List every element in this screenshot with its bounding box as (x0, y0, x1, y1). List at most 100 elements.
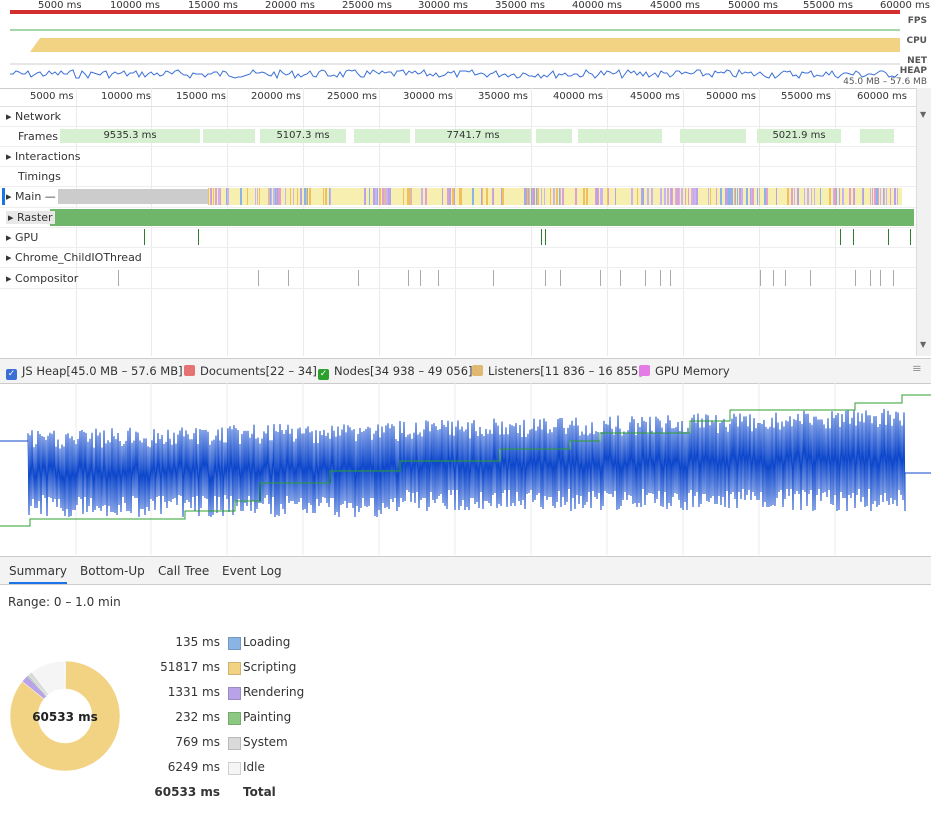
checkbox-icon[interactable]: ✓ (6, 369, 17, 380)
gpu-task (144, 229, 145, 245)
main-task (562, 188, 564, 205)
main-task (746, 188, 748, 205)
overview-tick: 40000 ms (572, 0, 622, 11)
main-task (447, 188, 449, 205)
gpu-task (198, 229, 199, 245)
counter-js-heap[interactable]: ✓ JS Heap[45.0 MB – 57.6 MB] (6, 364, 183, 380)
main-task (273, 188, 275, 205)
main-task (814, 188, 815, 205)
main-task (807, 188, 809, 205)
frame-block[interactable]: 9535.3 ms (60, 129, 200, 143)
main-task (271, 188, 272, 205)
ruler-tick: 50000 ms (706, 91, 756, 102)
compositor-task (408, 270, 409, 286)
frame-block[interactable] (536, 129, 572, 143)
checkbox-icon[interactable] (184, 365, 195, 376)
track-network[interactable]: ▸ Network (0, 106, 916, 127)
track-main[interactable]: ▸ Main — (0, 186, 916, 208)
overview-tick: 15000 ms (188, 0, 238, 11)
compositor-task (760, 270, 761, 286)
tab-summary[interactable]: Summary (9, 564, 67, 584)
frame-block[interactable] (578, 129, 662, 143)
frame-block[interactable] (203, 129, 255, 143)
main-task (595, 188, 596, 205)
track-network-label[interactable]: ▸ Network (6, 110, 61, 123)
heap-range-label: 45.0 MB – 57.6 MB (843, 77, 927, 87)
checkbox-icon[interactable] (472, 365, 483, 376)
scripting-swatch (228, 662, 241, 675)
heap-lane-label: HEAP (899, 66, 927, 76)
timeline-overview[interactable]: FPS CPU NET HEAP 45.0 MB – 57.6 MB 5000 … (0, 0, 931, 89)
main-task (559, 188, 560, 205)
track-raster-text: Raster (17, 211, 53, 224)
frame-block[interactable] (680, 129, 746, 143)
track-interactions[interactable]: ▸ Interactions (0, 146, 916, 167)
summary-value: 6249 ms (167, 760, 220, 774)
ruler-tick: 15000 ms (176, 91, 226, 102)
track-compositor[interactable]: ▸ Compositor (0, 268, 916, 289)
counter-nodes[interactable]: ✓ Nodes[34 938 – 49 056] (318, 364, 473, 380)
track-gpu-label[interactable]: ▸ GPU (6, 231, 39, 244)
compositor-task (620, 270, 621, 286)
main-task (894, 188, 896, 205)
track-frames[interactable]: Frames 9535.3 ms 5107.3 ms 7741.7 ms 502… (0, 126, 916, 147)
frame-block[interactable]: 5021.9 ms (757, 129, 841, 143)
checkbox-icon[interactable]: ✓ (318, 369, 329, 380)
main-task (598, 188, 599, 205)
track-timings[interactable]: Timings (0, 166, 916, 187)
tab-event-log[interactable]: Event Log (222, 564, 282, 578)
main-task (553, 188, 555, 205)
frame-block[interactable]: 7741.7 ms (415, 129, 531, 143)
track-gpu[interactable]: ▸ GPU (0, 227, 916, 248)
main-task (285, 188, 286, 205)
counter-js-heap-label: JS Heap[45.0 MB – 57.6 MB] (22, 364, 183, 378)
counter-listeners[interactable]: Listeners[11 836 – 16 855] (472, 364, 643, 378)
main-task (525, 188, 527, 205)
main-task (694, 188, 696, 205)
main-task (794, 188, 795, 205)
compositor-task (785, 270, 786, 286)
track-raster-label[interactable]: ▸ Raster (6, 211, 55, 224)
main-task (213, 188, 214, 205)
main-task (472, 188, 474, 205)
main-task (862, 188, 863, 205)
tracks-scrollbar[interactable]: ▼ ▼ (916, 88, 931, 356)
counter-gpu-memory[interactable]: GPU Memory (639, 364, 730, 378)
net-lane-label: NET (907, 56, 927, 66)
main-task (842, 188, 844, 205)
memory-graph[interactable] (0, 383, 931, 555)
checkbox-icon[interactable] (639, 365, 650, 376)
main-task (883, 188, 884, 205)
track-interactions-label[interactable]: ▸ Interactions (6, 150, 81, 163)
main-task (752, 188, 754, 205)
counter-documents[interactable]: Documents[22 – 34] (184, 364, 317, 378)
main-task (411, 188, 412, 205)
main-task (255, 188, 256, 205)
gpu-task (888, 229, 889, 245)
scroll-down-arrow[interactable]: ▼ (920, 340, 927, 349)
main-task (615, 188, 616, 205)
painting-swatch (228, 712, 241, 725)
flame-chart-tracks[interactable]: ▸ Network Frames 9535.3 ms 5107.3 ms 774… (0, 106, 916, 356)
main-task (380, 188, 381, 205)
menu-icon[interactable]: ≡ (912, 361, 922, 375)
main-task (280, 188, 281, 205)
tab-bottom-up[interactable]: Bottom-Up (80, 564, 145, 578)
frame-block[interactable]: 5107.3 ms (260, 129, 346, 143)
main-task (550, 188, 551, 205)
main-task (776, 188, 777, 205)
gpu-task (545, 229, 546, 245)
scroll-down-arrow-top[interactable]: ▼ (920, 110, 927, 119)
main-task (863, 188, 864, 205)
track-raster[interactable]: ▸ Raster (0, 207, 916, 228)
track-main-label[interactable]: ▸ Main — (6, 190, 56, 203)
frame-block[interactable] (354, 129, 410, 143)
main-task (532, 188, 533, 205)
track-compositor-label[interactable]: ▸ Compositor (6, 272, 79, 285)
frame-block[interactable] (860, 129, 894, 143)
compositor-task (670, 270, 671, 286)
tab-call-tree[interactable]: Call Tree (158, 564, 210, 578)
main-task (528, 188, 529, 205)
track-childio[interactable]: ▸ Chrome_ChildIOThread (0, 247, 916, 268)
track-childio-label[interactable]: ▸ Chrome_ChildIOThread (6, 251, 142, 264)
